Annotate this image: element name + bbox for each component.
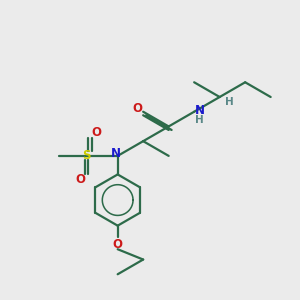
Text: H: H [225,97,233,107]
Text: O: O [75,173,85,186]
Text: H: H [195,115,204,125]
Text: S: S [82,149,91,162]
Text: O: O [92,126,101,139]
Text: O: O [133,102,143,115]
Text: O: O [113,238,123,251]
Text: N: N [111,147,121,160]
Text: N: N [194,104,205,117]
